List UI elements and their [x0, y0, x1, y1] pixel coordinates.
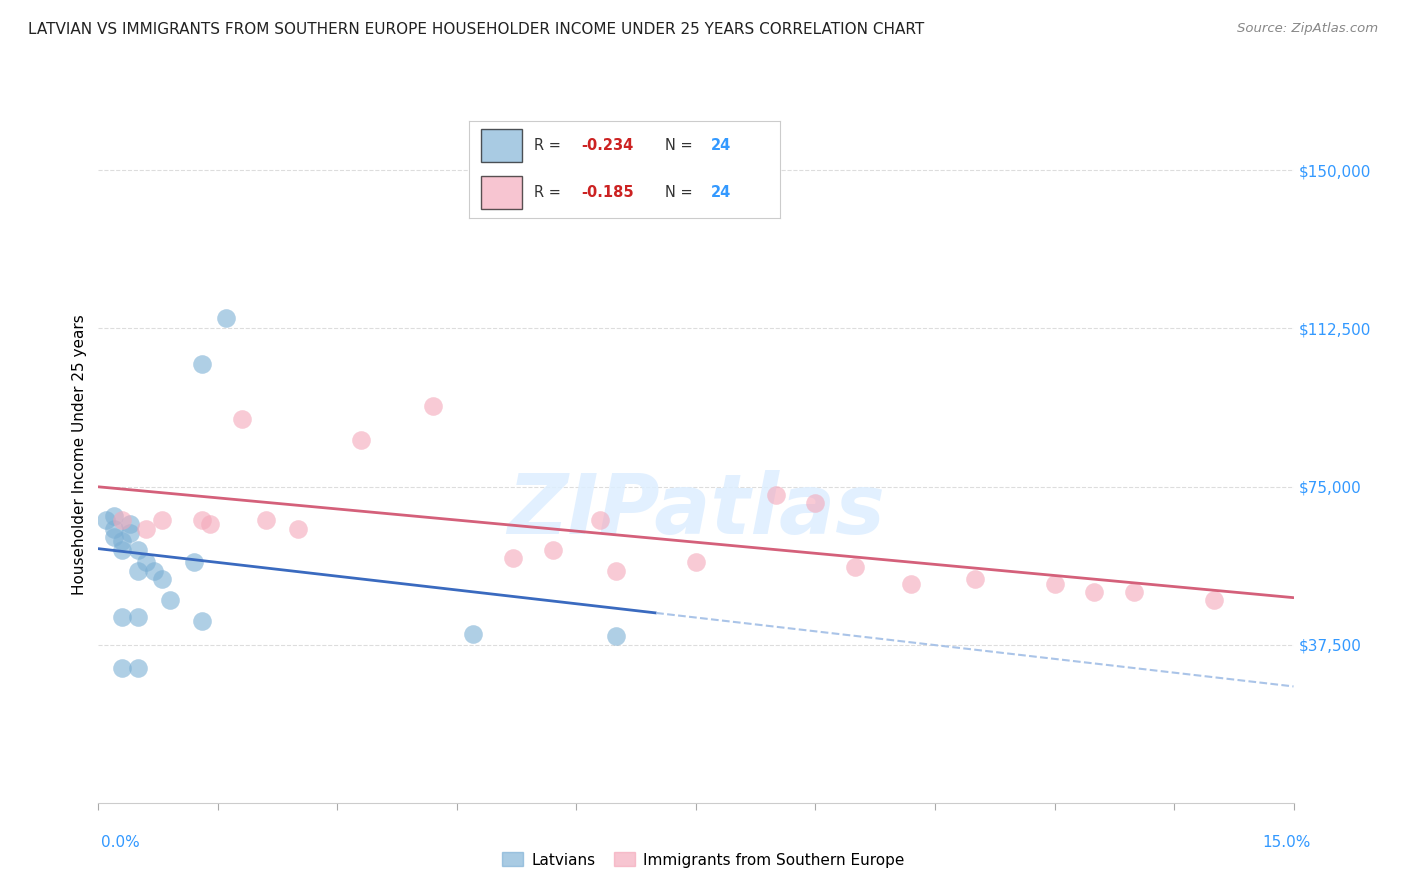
- Point: [804, 496, 827, 510]
- Point: [143, 564, 166, 578]
- Point: [111, 542, 134, 557]
- Point: [605, 564, 627, 578]
- Point: [111, 661, 134, 675]
- Point: [135, 522, 157, 536]
- Point: [191, 615, 214, 629]
- Legend: Latvians, Immigrants from Southern Europe: Latvians, Immigrants from Southern Europ…: [496, 847, 910, 873]
- Point: [198, 517, 221, 532]
- Point: [150, 513, 173, 527]
- Point: [127, 564, 149, 578]
- Point: [231, 412, 253, 426]
- Point: [287, 522, 309, 536]
- Point: [422, 400, 444, 414]
- Point: [1123, 585, 1146, 599]
- Point: [135, 556, 157, 570]
- Text: 0.0%: 0.0%: [101, 836, 141, 850]
- Text: 15.0%: 15.0%: [1263, 836, 1310, 850]
- Y-axis label: Householder Income Under 25 years: Householder Income Under 25 years: [72, 315, 87, 595]
- Text: Source: ZipAtlas.com: Source: ZipAtlas.com: [1237, 22, 1378, 36]
- Point: [183, 556, 205, 570]
- Point: [111, 534, 134, 549]
- Point: [103, 509, 125, 524]
- Point: [765, 488, 787, 502]
- Point: [605, 629, 627, 643]
- Point: [191, 357, 214, 371]
- Point: [150, 572, 173, 586]
- Point: [502, 551, 524, 566]
- Point: [844, 559, 866, 574]
- Point: [127, 542, 149, 557]
- Point: [111, 513, 134, 527]
- Point: [103, 522, 125, 536]
- Point: [254, 513, 277, 527]
- Point: [103, 530, 125, 544]
- Point: [541, 542, 564, 557]
- Point: [111, 610, 134, 624]
- Point: [1202, 593, 1225, 607]
- Point: [1083, 585, 1105, 599]
- Point: [96, 513, 118, 527]
- Point: [963, 572, 986, 586]
- Text: ZIPatlas: ZIPatlas: [508, 470, 884, 551]
- Point: [127, 610, 149, 624]
- Point: [215, 310, 238, 325]
- Point: [120, 517, 142, 532]
- Point: [685, 556, 707, 570]
- Point: [120, 525, 142, 540]
- Point: [127, 661, 149, 675]
- Point: [1043, 576, 1066, 591]
- Point: [461, 627, 484, 641]
- Point: [191, 513, 214, 527]
- Point: [900, 576, 922, 591]
- Text: LATVIAN VS IMMIGRANTS FROM SOUTHERN EUROPE HOUSEHOLDER INCOME UNDER 25 YEARS COR: LATVIAN VS IMMIGRANTS FROM SOUTHERN EURO…: [28, 22, 924, 37]
- Point: [159, 593, 181, 607]
- Point: [589, 513, 612, 527]
- Point: [350, 433, 373, 447]
